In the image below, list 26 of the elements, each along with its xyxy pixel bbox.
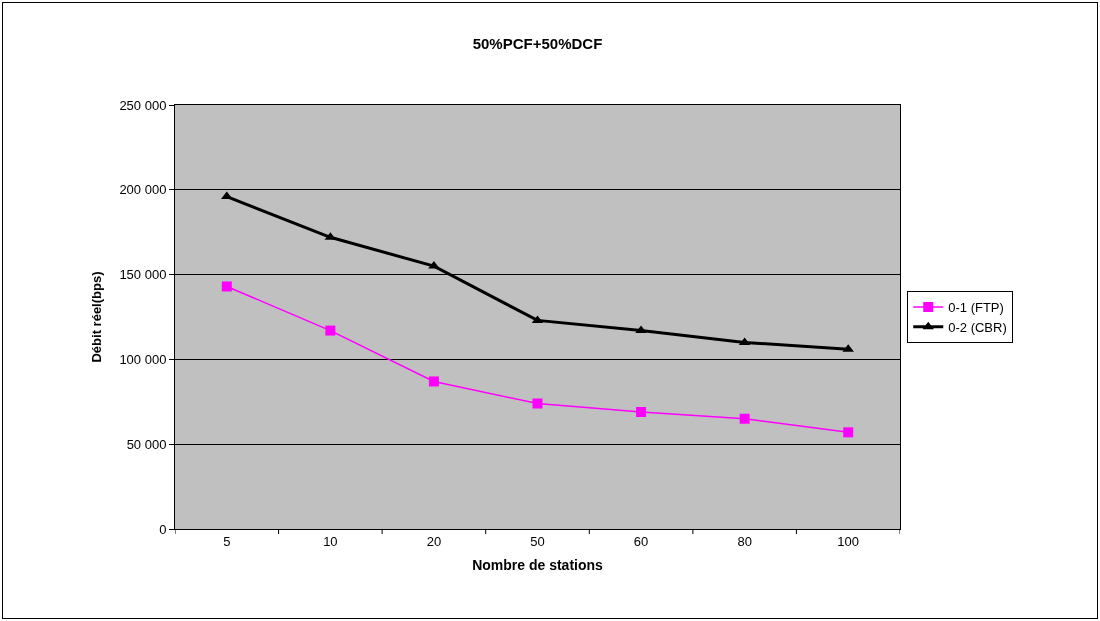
y-tick-label: 200 000	[119, 182, 167, 198]
x-tick-label: 80	[737, 533, 752, 549]
x-tick-label: 20	[426, 533, 442, 549]
x-tick-label: 60	[633, 533, 649, 549]
x-tick-label: 100	[837, 533, 860, 549]
x-tick-label: 50	[530, 533, 545, 549]
point	[428, 376, 439, 387]
x-axis-title: Nombre de stations	[472, 556, 604, 573]
y-tick-label: 0	[159, 521, 167, 537]
y-tick-label: 250 000	[119, 97, 167, 113]
legend-label: 0-2 (CBR)	[948, 319, 1007, 335]
y-tick-label: 100 000	[119, 351, 167, 367]
x-tick-label: 10	[323, 533, 338, 549]
chart-title: 50%PCF+50%DCF	[472, 34, 603, 52]
point	[739, 413, 750, 424]
point	[325, 325, 336, 336]
y-tick-label: 150 000	[119, 267, 167, 283]
point	[532, 398, 543, 409]
point	[636, 406, 647, 417]
point	[635, 325, 647, 334]
y-axis-title: Débit réel(bps)	[89, 271, 105, 363]
x-tick-label: 5	[223, 533, 231, 549]
point	[221, 281, 232, 292]
y-tick-label: 50 000	[126, 436, 167, 452]
point	[843, 427, 854, 438]
legend-label: 0-1 (FTP)	[948, 300, 1004, 316]
